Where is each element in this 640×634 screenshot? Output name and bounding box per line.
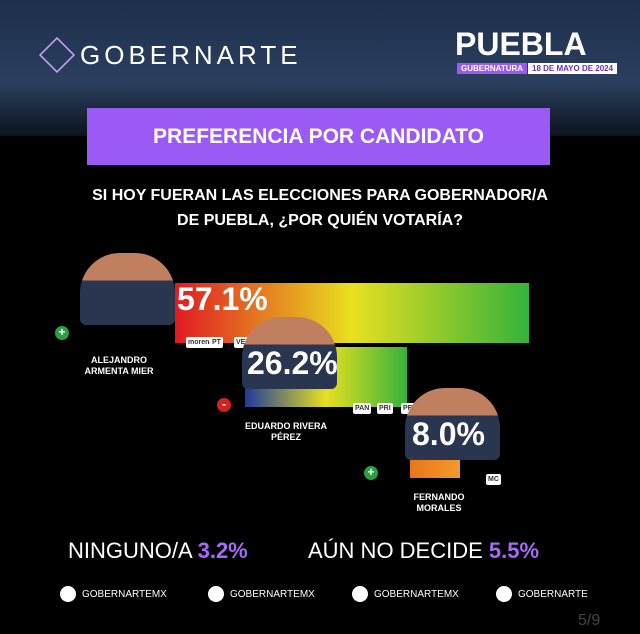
sign: + xyxy=(364,466,378,480)
social: GOBERNARTE xyxy=(496,586,588,602)
question: DE PUEBLA, ¿POR QUIÉN VOTARÍA? xyxy=(177,212,463,229)
question: SI HOY FUERAN LAS ELECCIONES PARA GOBERN… xyxy=(92,187,548,204)
social-icon xyxy=(352,586,368,602)
sign: - xyxy=(217,398,231,412)
state: PUEBLA xyxy=(455,26,587,62)
social: GOBERNARTEMX xyxy=(208,586,315,602)
social-handle: GOBERNARTEMX xyxy=(230,588,315,600)
other-label: AÚN NO DECIDE xyxy=(308,538,483,563)
page-number: 5/9 xyxy=(578,612,601,629)
other-option: NINGUNO/A 3.2% xyxy=(68,538,248,564)
person xyxy=(405,388,500,460)
social-handle: GOBERNARTEMX xyxy=(374,588,459,600)
party-logo: PT xyxy=(210,337,223,348)
banner: PREFERENCIA POR CANDIDATO xyxy=(87,108,550,165)
date: 18 DE MAYO DE 2024 xyxy=(528,63,618,74)
social-icon xyxy=(60,586,76,602)
social: GOBERNARTEMX xyxy=(60,586,167,602)
candidate-name: ALEJANDRO ARMENTA MIER xyxy=(84,355,154,376)
person xyxy=(242,317,337,389)
social-icon xyxy=(208,586,224,602)
value-label: 57.1% xyxy=(177,281,268,317)
other-value: 5.5% xyxy=(488,538,540,563)
other-value: 3.2% xyxy=(197,538,248,563)
party-logo: morena xyxy=(186,337,216,348)
other-label: NINGUNO/A xyxy=(68,538,192,563)
value-label: 8.0% xyxy=(412,416,485,452)
party-logo: MC xyxy=(486,474,501,485)
candidate-name: EDUARDO RIVERA PÉREZ xyxy=(245,421,328,442)
brand: GOBERNARTE xyxy=(80,40,302,70)
party-logo: PRI xyxy=(377,403,393,414)
social-handle: GOBERNARTE xyxy=(518,588,588,600)
sign: + xyxy=(55,326,69,340)
social: GOBERNARTEMX xyxy=(352,586,459,602)
other-option: AÚN NO DECIDE 5.5% xyxy=(308,538,539,564)
bar xyxy=(175,283,530,343)
person xyxy=(80,253,175,325)
tag: GUBERNATURA xyxy=(457,63,528,74)
party-logo: PAN xyxy=(353,403,372,414)
candidate-name: FERNANDO MORALES xyxy=(413,492,465,513)
social-handle: GOBERNARTEMX xyxy=(82,588,167,600)
social-icon xyxy=(496,586,512,602)
value-label: 26.2% xyxy=(247,345,338,381)
